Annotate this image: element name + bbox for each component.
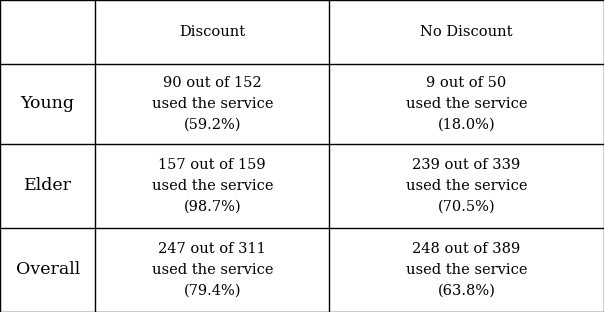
Text: Discount: Discount xyxy=(179,25,245,39)
Text: 248 out of 389
used the service
(63.8%): 248 out of 389 used the service (63.8%) xyxy=(406,242,527,297)
Text: Elder: Elder xyxy=(24,177,72,194)
Text: 90 out of 152
used the service
(59.2%): 90 out of 152 used the service (59.2%) xyxy=(152,76,273,131)
Text: 239 out of 339
used the service
(70.5%): 239 out of 339 used the service (70.5%) xyxy=(406,158,527,213)
Text: Overall: Overall xyxy=(16,261,80,278)
Text: 9 out of 50
used the service
(18.0%): 9 out of 50 used the service (18.0%) xyxy=(406,76,527,131)
Text: Young: Young xyxy=(21,95,75,112)
Text: 247 out of 311
used the service
(79.4%): 247 out of 311 used the service (79.4%) xyxy=(152,242,273,297)
Text: 157 out of 159
used the service
(98.7%): 157 out of 159 used the service (98.7%) xyxy=(152,158,273,213)
Text: No Discount: No Discount xyxy=(420,25,513,39)
